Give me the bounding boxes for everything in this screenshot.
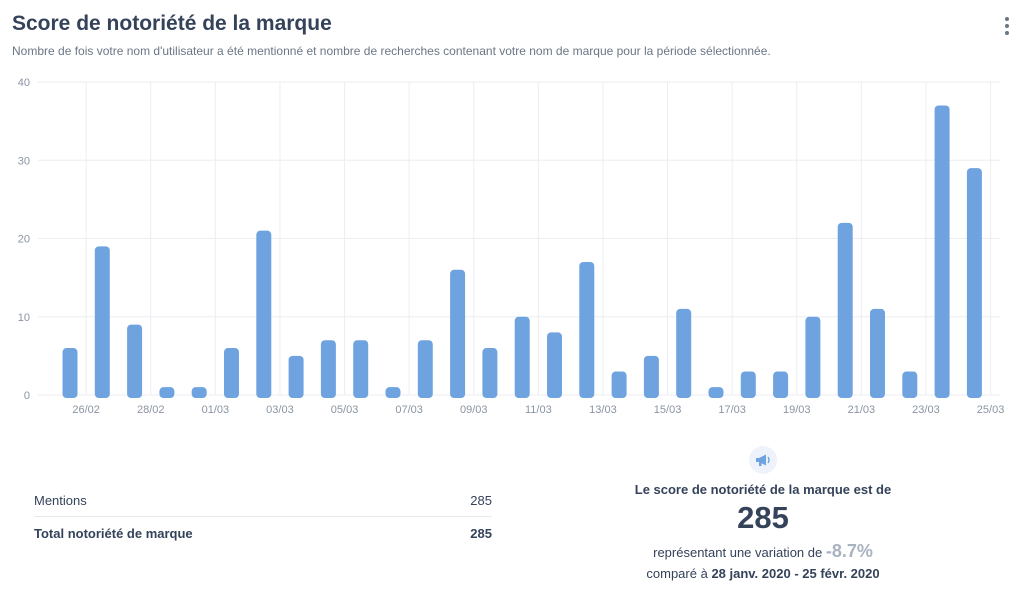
bar-11/03 xyxy=(514,316,530,398)
bar-09/03 xyxy=(450,269,466,398)
y-tick-label: 30 xyxy=(18,155,30,167)
x-tick-label: 09/03 xyxy=(460,404,488,416)
x-tick-label: 05/03 xyxy=(331,404,359,416)
bar-18/03 xyxy=(740,371,756,398)
y-tick-label: 10 xyxy=(18,312,30,324)
bar-14/03 xyxy=(611,371,627,398)
x-tick-label: 11/03 xyxy=(525,404,552,416)
summary-score: 285 xyxy=(737,500,789,535)
bar-22/03 xyxy=(870,308,885,398)
kebab-menu-icon[interactable] xyxy=(1000,16,1014,36)
mentions-value: 285 xyxy=(470,492,492,508)
summary-compare-line: comparé à 28 janv. 2020 - 25 févr. 2020 xyxy=(600,566,926,581)
x-tick-label: 07/03 xyxy=(395,404,423,416)
x-tick-label: 23/03 xyxy=(912,404,940,416)
y-tick-label: 20 xyxy=(18,234,30,246)
bar-12/03 xyxy=(547,332,562,398)
bar-27/02 xyxy=(94,246,110,398)
megaphone-icon xyxy=(749,446,777,474)
bar-15/03 xyxy=(643,355,659,398)
bar-06/03 xyxy=(353,340,369,398)
bar-20/03 xyxy=(805,316,821,398)
bar-07/03 xyxy=(385,387,401,398)
bar-23/03 xyxy=(902,371,918,398)
menu-dot xyxy=(1005,17,1009,21)
bar-21/03 xyxy=(837,222,853,398)
total-label: Total notoriété de marque xyxy=(34,525,193,541)
summary-title: Le score de notoriété de la marque est d… xyxy=(634,482,892,497)
stats-table: Mentions 285 Total notoriété de marque 2… xyxy=(34,484,492,549)
bar-04/03 xyxy=(288,355,304,398)
bar-03/03 xyxy=(256,230,272,398)
mentions-label: Mentions xyxy=(34,492,87,508)
bar-10/03 xyxy=(482,348,498,398)
bar-28/02 xyxy=(127,324,143,398)
stats-row-mentions: Mentions 285 xyxy=(34,484,492,517)
compare-prefix: comparé à xyxy=(646,566,712,581)
x-tick-label: 15/03 xyxy=(654,404,682,416)
compare-period: 28 janv. 2020 - 25 févr. 2020 xyxy=(711,566,880,581)
bar-24/03 xyxy=(934,105,950,398)
bar-25/03 xyxy=(966,168,982,398)
bar-29/02 xyxy=(159,387,175,398)
bar-02/03 xyxy=(224,348,239,398)
x-tick-label: 03/03 xyxy=(266,404,294,416)
bar-05/03 xyxy=(320,340,336,398)
variation-prefix: représentant une variation de xyxy=(653,545,826,560)
bar-13/03 xyxy=(579,261,595,398)
x-tick-label: 01/03 xyxy=(202,404,230,416)
menu-dot xyxy=(1005,24,1009,28)
bar-01/03 xyxy=(191,387,207,398)
brand-awareness-bar-chart: 0 10 20 30 40 26/02 28/02 01/03 03/03 05/03 07/03 0… xyxy=(18,77,1005,416)
y-tick-label: 40 xyxy=(18,77,30,89)
bar-26/02 xyxy=(62,348,78,398)
x-tick-label: 13/03 xyxy=(589,404,617,416)
x-tick-label: 25/03 xyxy=(977,404,1005,416)
bar-17/03 xyxy=(708,387,724,398)
page-title: Score de notoriété de la marque xyxy=(12,12,332,35)
x-tick-label: 26/02 xyxy=(72,404,100,416)
x-tick-label: 21/03 xyxy=(848,404,876,416)
bar-19/03 xyxy=(773,371,789,398)
bar-16/03 xyxy=(676,308,692,398)
page-subtitle: Nombre de fois votre nom d'utilisateur a… xyxy=(12,44,771,58)
stats-row-total: Total notoriété de marque 285 xyxy=(34,517,492,549)
total-value: 285 xyxy=(470,525,492,541)
y-tick-label: 0 xyxy=(24,390,30,402)
variation-value: -8.7% xyxy=(825,541,873,561)
x-tick-label: 28/02 xyxy=(137,404,165,416)
x-tick-label: 17/03 xyxy=(718,404,746,416)
summary-variation-line: représentant une variation de -8.7% xyxy=(600,541,926,562)
x-tick-label: 19/03 xyxy=(783,404,811,416)
summary-panel: Le score de notoriété de la marque est d… xyxy=(600,446,926,581)
bar-08/03 xyxy=(417,340,433,398)
menu-dot xyxy=(1005,31,1009,35)
